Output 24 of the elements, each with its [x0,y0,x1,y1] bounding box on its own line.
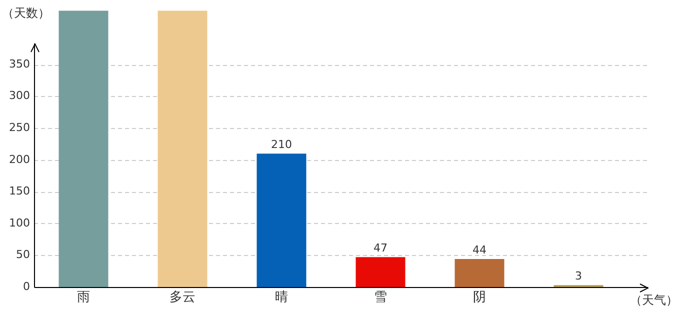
y-tick-label: 350 [9,57,30,70]
x-tick-label: 多云 [170,290,196,306]
x-tick-label: 雪 [374,290,387,306]
y-tick-label: 100 [9,216,30,230]
x-tick-label: 雨 [77,290,90,306]
y-tick-label: 50 [16,248,30,262]
y-tick-label: 300 [9,89,30,102]
bar [454,259,504,287]
y-axis-title: （天数） [2,6,50,20]
data-label: 47 [374,241,388,254]
y-tick-label: 200 [9,152,30,166]
bar [256,154,306,287]
bar [58,10,108,287]
data-label: 44 [472,243,486,256]
x-tick-label: 阴 [473,290,486,306]
y-tick-label: 250 [9,121,30,134]
y-tick-label: 0 [23,280,30,293]
y-tick-label: 150 [9,184,30,198]
data-label: 3 [575,269,582,282]
bar [158,10,208,287]
bar [356,257,406,287]
data-label: 210 [271,138,292,151]
x-axis-title: （天气） [630,293,678,308]
x-tick-label: 晴 [275,290,288,306]
